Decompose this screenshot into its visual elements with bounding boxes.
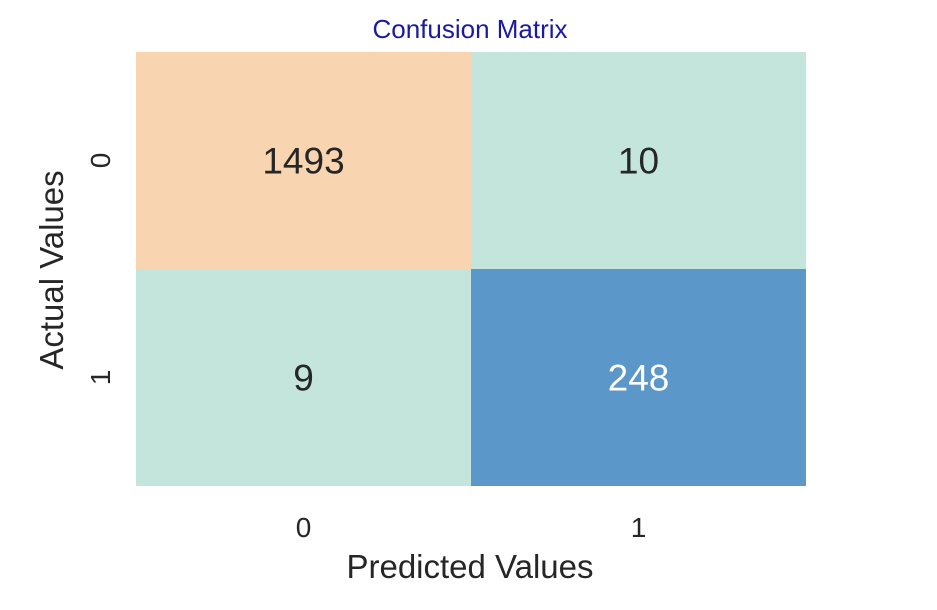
heatmap-cells: 1493 10 9 248 <box>136 52 806 486</box>
heatmap-cell-actual-0-predicted-0 <box>136 52 471 269</box>
y-tick-label: 1 <box>85 370 116 386</box>
heatmap-cell-actual-1-predicted-0 <box>136 269 471 486</box>
cell-value-label: 10 <box>618 141 659 182</box>
chart-title: Confusion Matrix <box>372 14 567 44</box>
heatmap-cell-actual-0-predicted-1 <box>471 52 806 269</box>
cell-value-label: 248 <box>608 358 670 399</box>
y-tick-labels: 01 <box>85 153 116 386</box>
heatmap-cell-actual-1-predicted-1 <box>471 269 806 486</box>
cell-value-label: 9 <box>293 358 314 399</box>
cell-value-label: 1493 <box>262 141 344 182</box>
y-tick-label: 0 <box>85 153 116 169</box>
x-tick-label: 0 <box>296 512 312 543</box>
y-axis-label: Actual Values <box>33 170 70 369</box>
x-axis-label: Predicted Values <box>346 548 593 585</box>
x-tick-label: 1 <box>631 512 647 543</box>
